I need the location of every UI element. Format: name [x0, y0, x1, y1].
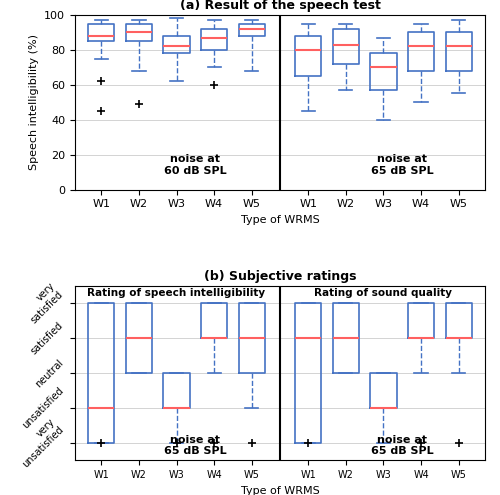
Y-axis label: Speech intelligibility (%): Speech intelligibility (%) — [28, 34, 38, 170]
Text: noise at
65 dB SPL: noise at 65 dB SPL — [371, 154, 434, 176]
Title: (b) Subjective ratings: (b) Subjective ratings — [204, 270, 356, 283]
Text: noise at
60 dB SPL: noise at 60 dB SPL — [164, 154, 226, 176]
Text: noise at
65 dB SPL: noise at 65 dB SPL — [164, 435, 226, 456]
Title: (a) Result of the speech test: (a) Result of the speech test — [180, 0, 380, 12]
X-axis label: Type of WRMS: Type of WRMS — [240, 486, 320, 495]
X-axis label: Type of WRMS: Type of WRMS — [240, 215, 320, 225]
Text: Rating of speech intelligibility: Rating of speech intelligibility — [88, 289, 266, 298]
Text: noise at
65 dB SPL: noise at 65 dB SPL — [371, 435, 434, 456]
Text: Rating of sound quality: Rating of sound quality — [314, 289, 452, 298]
